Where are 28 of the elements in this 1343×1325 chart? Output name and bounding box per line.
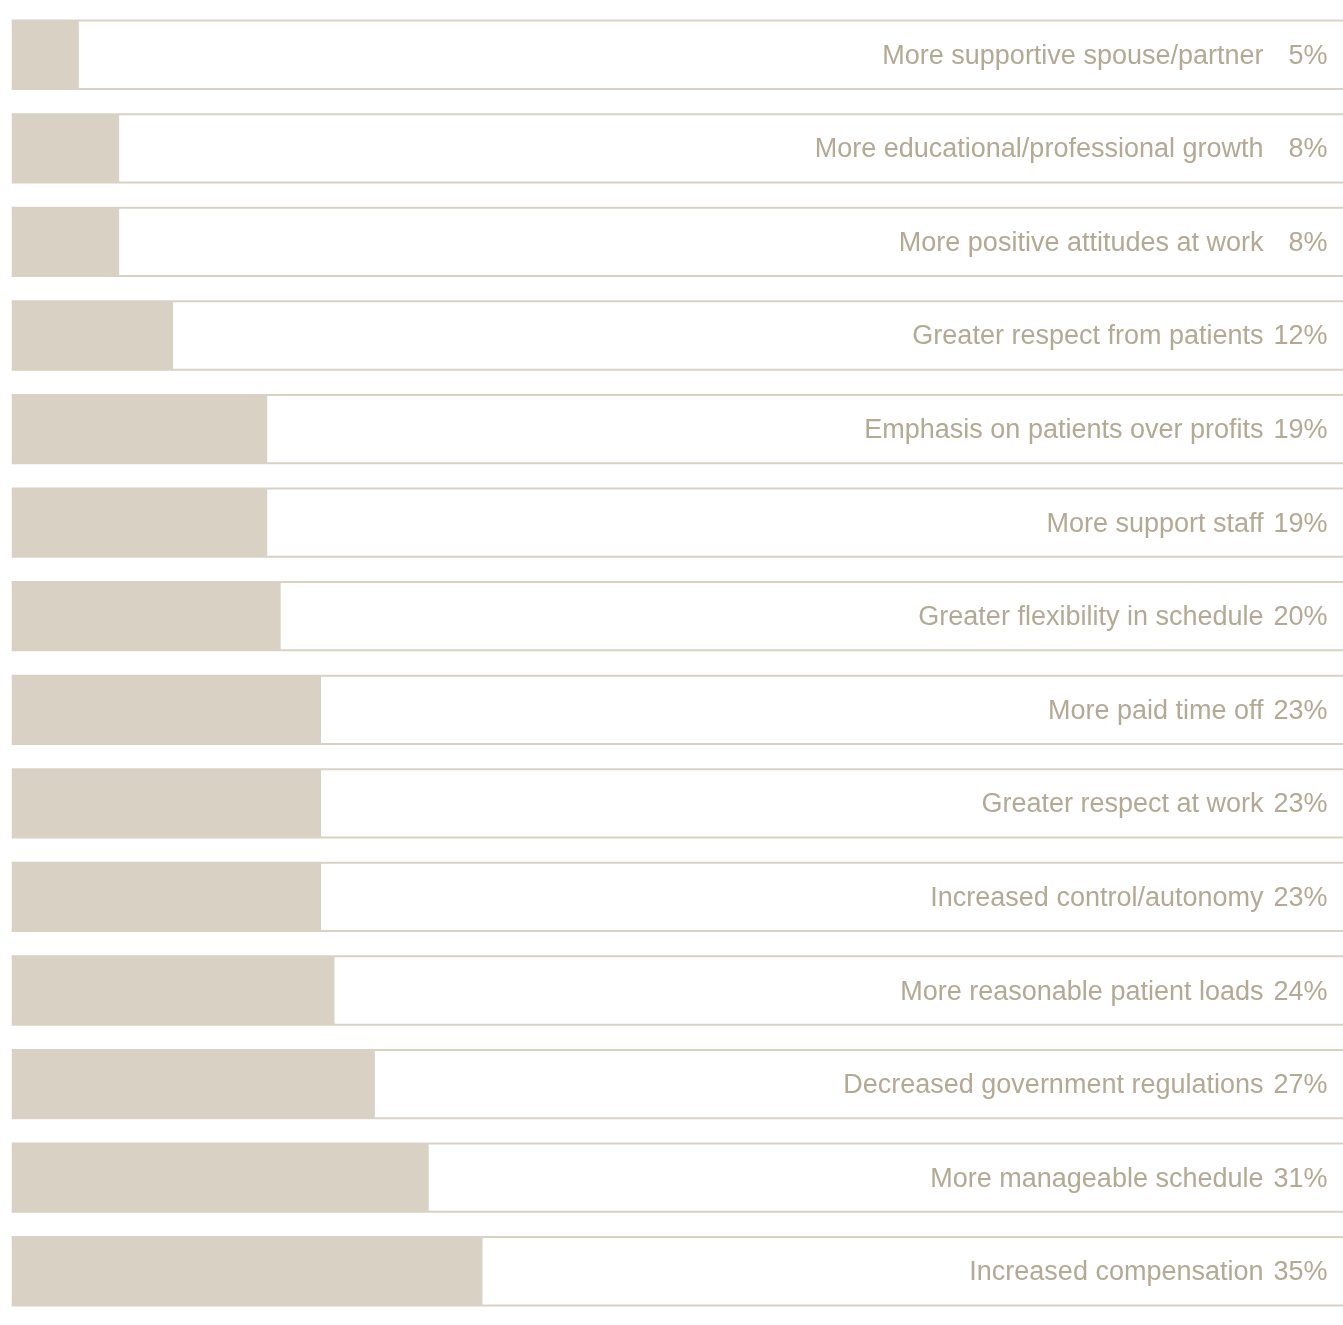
y-tick-label: Decreased government regulations bbox=[843, 1069, 1264, 1100]
data-label: 31% bbox=[1273, 1162, 1328, 1193]
data-label: 23% bbox=[1273, 694, 1328, 725]
y-tick-label: More reasonable patient loads bbox=[900, 975, 1264, 1006]
y-tick-label: Emphasis on patients over profits bbox=[864, 414, 1264, 445]
data-label: 20% bbox=[1273, 601, 1328, 632]
y-tick-label: More manageable schedule bbox=[930, 1162, 1264, 1193]
y-tick-label: More supportive spouse/partner bbox=[882, 39, 1264, 70]
data-label: 5% bbox=[1288, 39, 1328, 70]
y-tick-label: More educational/professional growth bbox=[814, 133, 1264, 164]
data-label: 19% bbox=[1273, 507, 1328, 538]
y-tick-label: Greater respect at work bbox=[981, 788, 1264, 819]
y-tick-label: More support staff bbox=[1046, 507, 1264, 538]
y-tick-label: More paid time off bbox=[1047, 694, 1264, 725]
data-label: 35% bbox=[1273, 1256, 1328, 1287]
data-label: 23% bbox=[1273, 788, 1328, 819]
y-tick-label: Increased control/autonomy bbox=[930, 881, 1264, 912]
data-label: 19% bbox=[1273, 414, 1328, 445]
y-tick-label: More positive attitudes at work bbox=[898, 226, 1264, 257]
data-label: 24% bbox=[1273, 975, 1328, 1006]
y-tick-label: Increased compensation bbox=[969, 1256, 1264, 1287]
data-label: 12% bbox=[1273, 320, 1328, 351]
data-label: 8% bbox=[1288, 133, 1328, 164]
data-label: 8% bbox=[1288, 226, 1328, 257]
data-label: 23% bbox=[1273, 881, 1328, 912]
y-tick-label: Greater flexibility in schedule bbox=[918, 601, 1264, 632]
y-tick-label: Greater respect from patients bbox=[912, 320, 1264, 351]
data-label: 27% bbox=[1273, 1069, 1328, 1100]
